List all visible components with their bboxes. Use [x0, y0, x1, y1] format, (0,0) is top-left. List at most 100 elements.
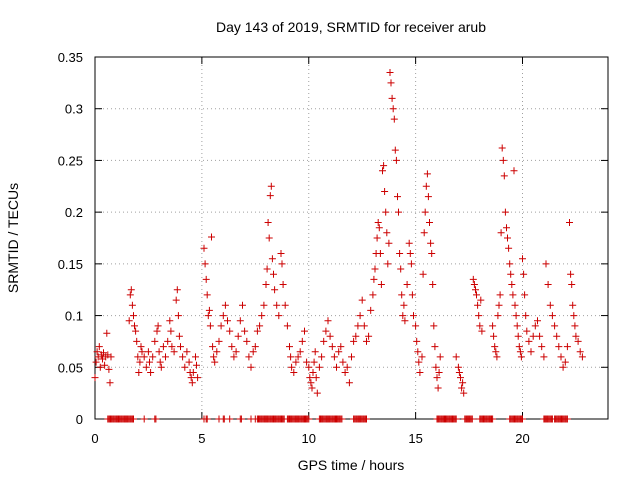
data-point-marker: [221, 301, 229, 309]
data-point-marker: [561, 358, 569, 366]
data-point-marker: [459, 379, 467, 387]
data-point-marker: [363, 337, 370, 345]
data-point-marker: [312, 374, 320, 382]
data-point-marker: [253, 327, 261, 335]
data-point-marker: [412, 322, 420, 330]
data-point-marker: [367, 306, 375, 314]
data-point-marker: [396, 250, 404, 257]
data-point-marker: [157, 363, 165, 371]
data-point-marker: [384, 260, 392, 268]
data-point-marker: [356, 312, 364, 320]
data-point-marker: [136, 358, 144, 366]
data-point-marker: [348, 353, 355, 361]
data-point-marker: [536, 332, 544, 340]
data-point-marker: [416, 369, 424, 376]
data-point-marker: [320, 337, 328, 345]
data-point-marker: [401, 317, 409, 325]
data-point-marker: [436, 353, 444, 361]
data-point-marker: [294, 353, 302, 361]
data-point-marker: [287, 353, 295, 361]
y-tick-label: 0.15: [58, 257, 83, 272]
y-tick-label: 0.25: [58, 153, 83, 168]
plot-frame: [94, 56, 609, 420]
data-point-marker: [164, 337, 172, 345]
data-point-marker: [343, 363, 351, 371]
data-point-marker: [127, 286, 135, 294]
data-point-marker: [330, 353, 338, 361]
data-point-marker: [572, 332, 580, 340]
data-point-marker: [434, 384, 442, 392]
data-point-marker: [557, 353, 565, 361]
data-point-marker: [571, 322, 579, 330]
data-point-marker: [337, 343, 345, 351]
data-point-marker: [511, 301, 519, 309]
data-point-marker: [392, 156, 400, 164]
data-point-marker: [215, 337, 223, 345]
data-point-marker: [226, 415, 234, 423]
data-point-marker: [230, 353, 238, 361]
data-point-marker: [266, 192, 274, 200]
data-point-marker: [427, 239, 435, 247]
data-point-marker: [394, 193, 401, 201]
data-point-marker: [286, 343, 293, 351]
data-point-marker: [470, 281, 478, 288]
data-point-marker: [559, 363, 567, 371]
data-point-marker: [382, 208, 390, 216]
data-point-marker: [525, 337, 533, 345]
data-point-marker: [489, 322, 497, 330]
data-point-marker: [166, 317, 174, 325]
data-point-marker: [405, 239, 413, 247]
data-point-marker: [542, 260, 550, 268]
data-point-marker: [420, 229, 428, 237]
data-point-marker: [130, 312, 137, 320]
data-point-marker: [370, 275, 378, 283]
data-point-marker: [153, 327, 161, 335]
data-point-marker: [414, 348, 422, 356]
data-point-marker: [241, 327, 249, 335]
data-point-marker: [360, 322, 368, 330]
y-axis-label: SRMTID / TECUs: [5, 183, 21, 293]
data-point-marker: [375, 224, 383, 232]
data-point-marker: [335, 348, 343, 356]
data-point-marker: [397, 265, 405, 273]
data-point-marker: [258, 312, 266, 320]
data-point-marker: [306, 374, 314, 382]
data-point-marker: [523, 327, 531, 335]
data-point-marker: [95, 343, 103, 351]
data-point-marker: [152, 415, 160, 423]
data-point-marker: [132, 327, 140, 335]
data-point-marker: [210, 353, 218, 361]
data-point-marker: [496, 291, 504, 299]
data-point-marker: [237, 415, 245, 423]
data-point-marker: [504, 234, 511, 242]
data-point-marker: [326, 332, 334, 340]
data-point-marker: [419, 270, 427, 278]
data-point-marker: [236, 317, 244, 325]
data-point-marker: [142, 363, 150, 371]
data-point-marker: [333, 363, 340, 371]
data-point-marker: [201, 260, 209, 268]
data-point-marker: [386, 69, 394, 76]
data-point-marker: [277, 250, 285, 257]
data-point-marker: [452, 353, 460, 361]
data-point-marker: [555, 343, 563, 351]
data-point-marker: [140, 415, 148, 423]
data-point-marker: [551, 322, 559, 330]
data-point-marker: [134, 353, 142, 361]
data-point-marker: [232, 348, 240, 356]
data-point-marker: [249, 348, 257, 356]
data-point-marker: [305, 363, 313, 371]
data-point-marker: [159, 343, 167, 351]
data-point-marker: [381, 188, 389, 195]
data-point-marker: [245, 353, 253, 361]
data-point-marker: [476, 322, 484, 330]
data-point-marker: [147, 369, 155, 376]
x-tick-label: 5: [198, 431, 205, 446]
data-point-marker: [385, 239, 393, 247]
data-point-marker: [156, 358, 164, 366]
data-point-marker: [281, 301, 289, 309]
data-point-marker: [457, 374, 464, 382]
data-point-marker: [388, 94, 396, 102]
data-point-marker: [513, 322, 521, 330]
